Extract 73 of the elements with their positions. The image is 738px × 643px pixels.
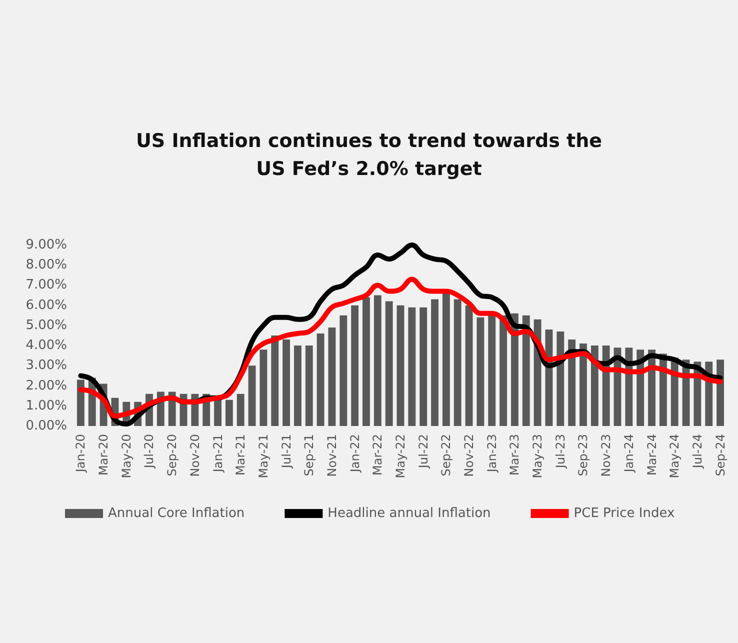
y-tick-label: 4.00% [26, 338, 67, 354]
y-tick-label: 9.00% [26, 238, 67, 252]
bar [396, 305, 404, 426]
x-tick-label: Sep-21 [302, 434, 316, 476]
y-tick-label: 1.00% [26, 398, 67, 414]
x-tick-label: May-22 [394, 434, 408, 478]
x-tick-label: Jul-21 [279, 434, 294, 470]
chart-title: US Inflation continues to trend towards the US Fed’s 2.0% target [136, 130, 602, 180]
x-tick-label: Nov-23 [599, 434, 614, 477]
bar [556, 331, 564, 426]
bar [77, 380, 84, 426]
x-tick-label: Jul-22 [416, 434, 430, 470]
x-tick-label: May-21 [256, 434, 270, 478]
bar [362, 297, 370, 426]
bar [476, 317, 484, 426]
bar [590, 346, 598, 426]
x-tick-label: Jul-23 [553, 434, 568, 470]
y-tick-label: 5.00% [26, 318, 67, 333]
x-tick-label: Mar-21 [234, 434, 248, 476]
y-tick-label: 8.00% [26, 258, 67, 273]
bar [442, 293, 450, 426]
x-tick-label: Nov-22 [462, 434, 476, 477]
y-tick-label: 6.00% [26, 298, 67, 313]
bar [431, 299, 438, 426]
x-tick-label: Nov-21 [324, 434, 339, 477]
x-tick-label: Jan-21 [210, 434, 225, 474]
bar [374, 295, 382, 426]
y-tick-label: 0.00% [26, 418, 67, 434]
x-tick-label: Nov-20 [188, 434, 202, 477]
x-tick-label: Mar-22 [370, 434, 385, 476]
x-tick-label: Mar-24 [644, 434, 659, 476]
bar [305, 346, 313, 426]
x-tick-label: Sep-22 [439, 434, 454, 476]
legend-label: Annual Core Inflation [108, 506, 245, 521]
y-tick-label: 7.00% [26, 278, 67, 293]
x-tick-label: Sep-23 [576, 434, 590, 476]
x-tick-label: May-20 [119, 434, 134, 478]
x-tick-label: May-23 [530, 434, 545, 478]
bar [340, 315, 348, 426]
bar [385, 301, 393, 426]
legend-label: Headline annual Inflation [328, 506, 491, 521]
bar [522, 315, 530, 426]
bar [420, 307, 428, 426]
x-tick-label: Jan-23 [484, 434, 499, 474]
bar [316, 333, 324, 426]
bar [465, 305, 473, 426]
bar [225, 400, 233, 426]
bar [214, 398, 222, 426]
x-tick-label: Mar-23 [508, 434, 522, 476]
bar [500, 315, 507, 426]
bar [294, 346, 302, 426]
x-tick-label: Mar-20 [96, 434, 111, 476]
bar [236, 394, 244, 426]
bar [328, 327, 336, 426]
x-tick-label: Jan-22 [348, 434, 362, 474]
bar [580, 344, 587, 426]
x-tick-label: Jul-24 [690, 434, 704, 470]
bar [282, 340, 290, 426]
y-tick-label: 3.00% [26, 358, 67, 374]
x-tick-label: May-24 [668, 434, 682, 478]
bar [454, 299, 462, 426]
legend-label: PCE Price Index [574, 506, 675, 521]
x-tick-label: Jan-20 [74, 434, 88, 474]
bar [271, 336, 279, 426]
x-tick-label: Sep-24 [713, 434, 728, 476]
y-tick-label: 2.00% [26, 378, 67, 394]
x-tick-label: Jan-24 [622, 434, 636, 474]
bar [260, 350, 268, 426]
bar [408, 307, 416, 426]
bar [351, 305, 359, 426]
x-tick-label: Jul-20 [142, 434, 156, 470]
bar [248, 366, 256, 426]
x-tick-label: Sep-20 [165, 434, 180, 476]
